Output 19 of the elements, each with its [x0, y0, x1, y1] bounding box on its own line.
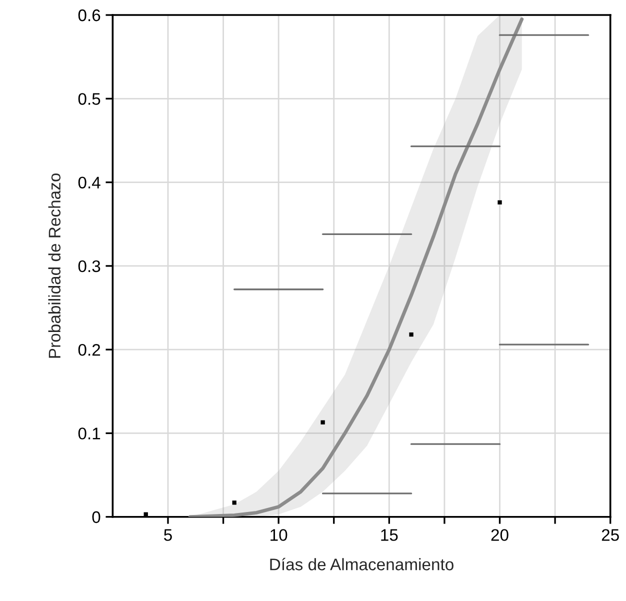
point	[409, 332, 414, 337]
y-tick-label: 0	[92, 511, 100, 524]
y-tick-label: 0.3	[78, 260, 100, 272]
x-tick-label: 10	[270, 529, 288, 541]
y-axis-title: Probabilidad de Rechazo	[48, 174, 61, 358]
y-tick-label: 0.6	[78, 9, 100, 22]
x-tick-label: 15	[381, 529, 398, 541]
point	[498, 200, 502, 204]
x-tick-label: 20	[491, 529, 508, 541]
x-tick-label: 5	[164, 529, 172, 541]
y-tick-label: 0.2	[78, 344, 100, 356]
y-tick-label: 0.4	[78, 176, 100, 189]
point	[144, 512, 148, 516]
x-axis-title: Días de Almacenamiento	[270, 558, 454, 570]
point	[320, 420, 325, 424]
point	[232, 500, 236, 505]
y-tick-label: 0.1	[78, 428, 100, 440]
x-tick-label: 25	[602, 529, 619, 541]
y-tick-label: 0.5	[78, 93, 100, 105]
